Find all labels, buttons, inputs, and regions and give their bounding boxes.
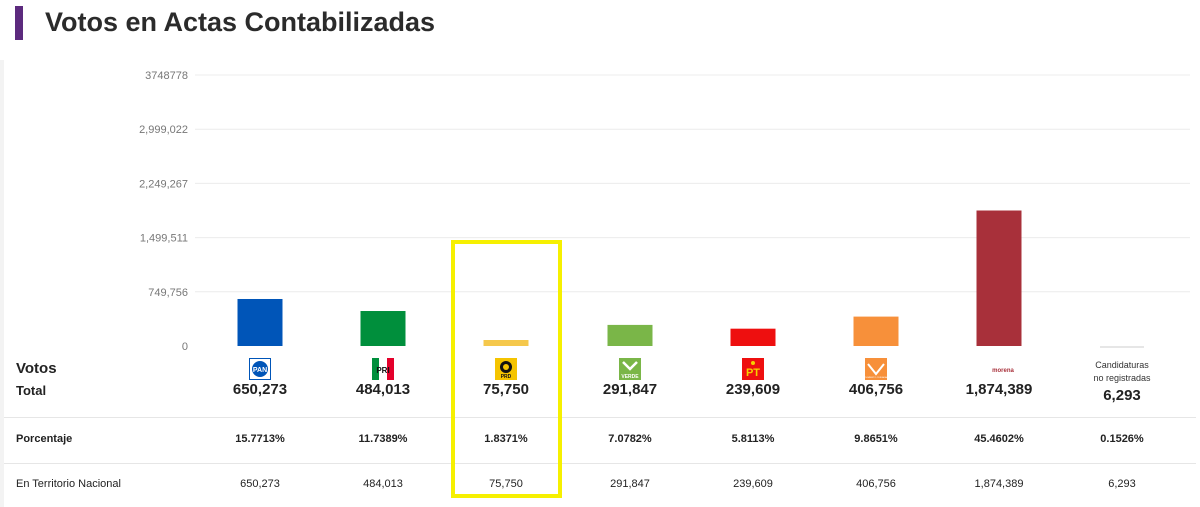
candidaturas-label-line1: Candidaturas [1095, 360, 1149, 370]
total-value: 239,609 [725, 381, 781, 398]
bar-movimiento-ciudadano [853, 316, 899, 346]
row-separator [4, 463, 1196, 464]
percentage-value: 1.8371% [484, 433, 528, 445]
svg-text:MOVIMIENTO CIUDADANO: MOVIMIENTO CIUDADANO [865, 376, 887, 379]
total-value: 291,847 [602, 381, 658, 398]
territorio-value: 239,609 [733, 478, 773, 490]
svg-text:morena: morena [992, 368, 1014, 374]
bar-chart: 0 749,756 1,499,511 2,249,267 2,999,022 37487… [139, 70, 1190, 353]
total-value: 6,293 [1103, 387, 1141, 404]
morena-logo-icon: morena [988, 358, 1014, 380]
percentage-value: 45.4602% [974, 433, 1024, 445]
y-tick-label: 3748778 [145, 70, 188, 82]
y-tick-label: 749,756 [148, 287, 188, 299]
bar-pan [237, 298, 283, 346]
verde-logo-icon: VERDE [619, 358, 641, 380]
page-title: Votos en Actas Contabilizadas [45, 7, 436, 37]
territorio-value: 650,273 [240, 478, 280, 490]
mc-logo-icon: MOVIMIENTO CIUDADANO [862, 358, 890, 380]
total-value: 406,756 [848, 381, 904, 398]
territorio-row-label: En Territorio Nacional [16, 478, 121, 490]
total-value: 484,013 [355, 381, 411, 398]
percentage-value: 5.8113% [731, 433, 775, 445]
pan-logo-icon: PAN [248, 357, 272, 381]
svg-text:PT: PT [746, 367, 760, 379]
bar-verde [607, 324, 653, 346]
territorio-value: 291,847 [610, 478, 650, 490]
percentage-value: 15.7713% [235, 433, 285, 445]
highlight-box-prd [451, 240, 562, 498]
territorio-value: 6,293 [1108, 478, 1136, 490]
row-separator [4, 417, 1196, 418]
svg-text:PRI: PRI [376, 366, 389, 375]
territorio-value: 75,750 [489, 478, 523, 490]
total-value: 650,273 [232, 381, 288, 398]
svg-text:VERDE: VERDE [621, 374, 639, 380]
percentage-value: 0.1526% [1100, 433, 1144, 445]
bar-morena [976, 210, 1022, 346]
panel-left-edge [0, 60, 4, 507]
total-row-label: Total [16, 383, 47, 398]
y-tick-label: 1,499,511 [140, 233, 188, 245]
territorio-value: 1,874,389 [974, 478, 1024, 490]
territorio-value: 484,013 [363, 478, 403, 490]
candidaturas-label-line2: no registradas [1093, 373, 1151, 383]
y-tick-label: 0 [182, 341, 188, 353]
bar-pt [730, 328, 776, 346]
y-tick-label: 2,999,022 [139, 124, 188, 136]
votos-row-label: Votos [16, 360, 57, 377]
percentage-value: 11.7389% [358, 433, 408, 445]
pri-logo-icon: PRI [372, 358, 394, 380]
candidaturas-label: Candidaturas no registradas [1067, 359, 1177, 385]
prd-logo-icon: PRD [495, 358, 517, 380]
pt-logo-icon: PT [742, 358, 764, 380]
territorio-value: 406,756 [856, 478, 896, 490]
y-tick-label: 2,249,267 [139, 178, 188, 190]
porcentaje-row-label: Porcentaje [16, 433, 73, 445]
svg-text:PRD: PRD [501, 374, 512, 380]
percentage-value: 9.8651% [854, 433, 898, 445]
total-value: 1,874,389 [965, 381, 1033, 398]
percentage-value: 7.0782% [608, 433, 652, 445]
bar-prd [483, 340, 529, 346]
title-accent-bar [15, 6, 23, 40]
bar-pri [360, 311, 406, 346]
svg-text:PAN: PAN [253, 367, 267, 374]
total-value: 75,750 [483, 381, 529, 398]
